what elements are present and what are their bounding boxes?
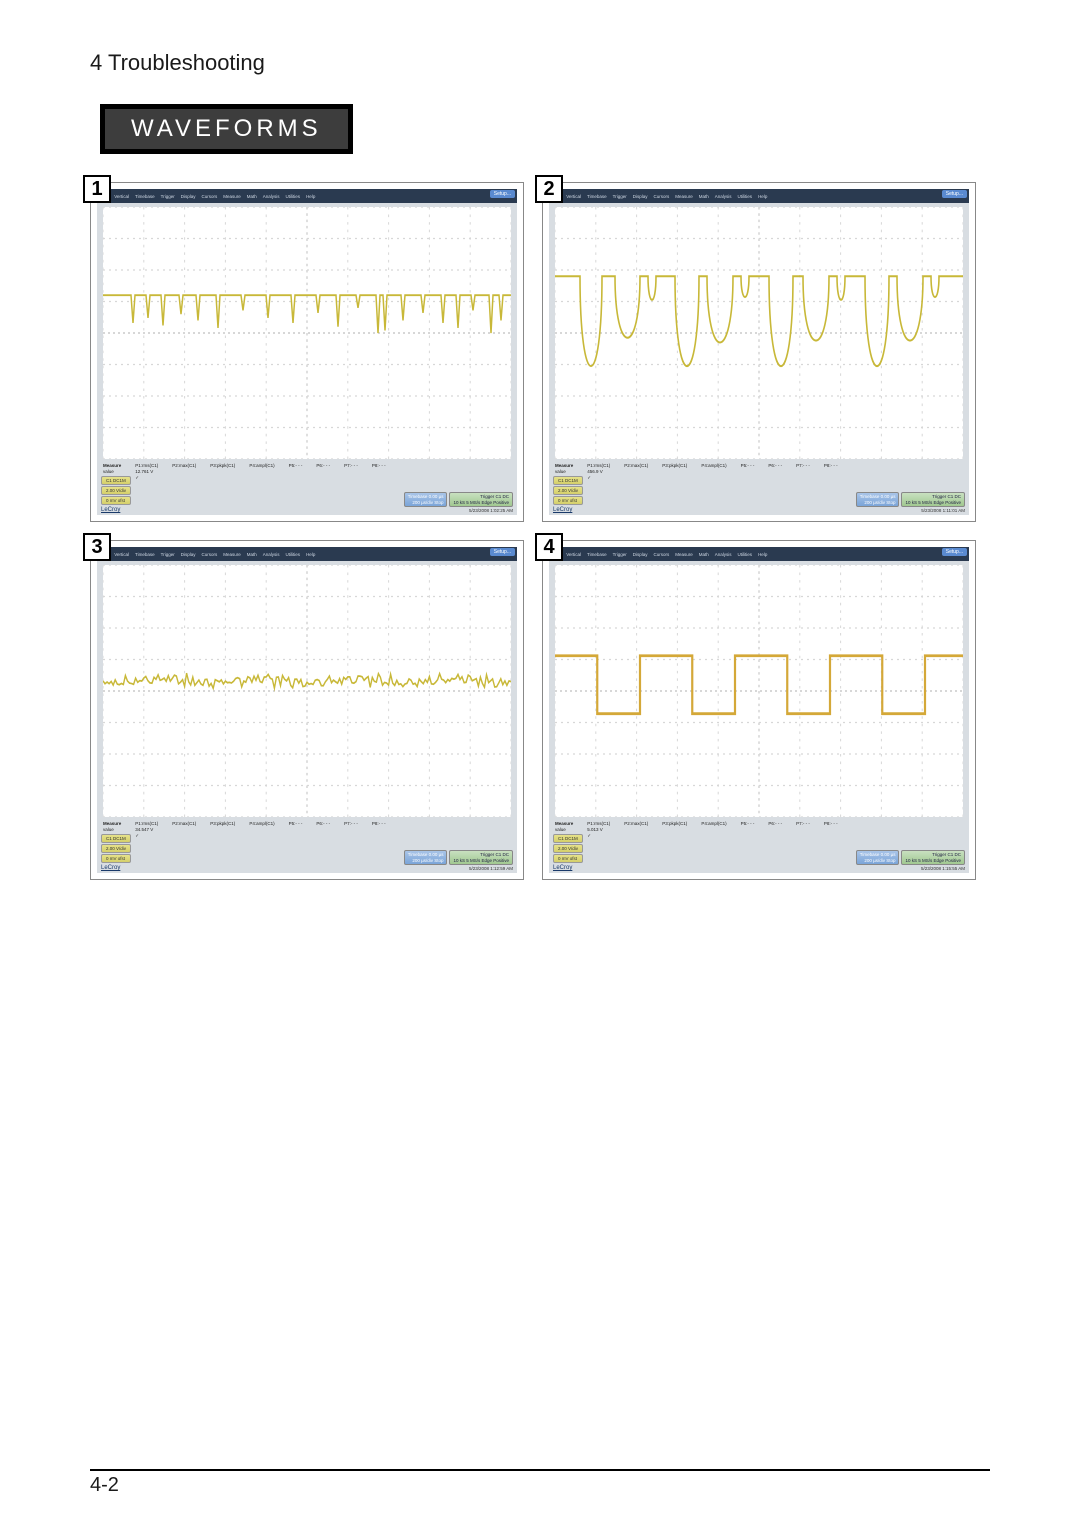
oscilloscope-screenshot: FileVerticalTimebaseTriggerDisplayCursor…: [549, 547, 969, 873]
scope-plot: [555, 207, 963, 459]
oscilloscope-screenshot: FileVerticalTimebaseTriggerDisplayCursor…: [97, 547, 517, 873]
measure-row: Measurevaluestatus P1:rms(C1)34.547 V✓P2…: [97, 819, 517, 843]
timestamp: 5/23/2008 1:12:59 AM: [404, 866, 513, 871]
channel-badge: C1 DC1M2.00 V/div0 mV ofst: [553, 834, 583, 863]
scope-footer: C1 DC1M2.00 V/div0 mV ofst LeCroy Timeba…: [549, 485, 969, 515]
panel-badge: 2: [535, 175, 563, 203]
channel-badge: C1 DC1M2.00 V/div0 mV ofst: [101, 834, 131, 863]
measure-row: Measurevaluestatus P1:rms(C1)12.761 V✓P2…: [97, 461, 517, 485]
waveform-panel-2: 2 FileVerticalTimebaseTriggerDisplayCurs…: [542, 182, 976, 522]
oscilloscope-screenshot: FileVerticalTimebaseTriggerDisplayCursor…: [97, 189, 517, 515]
waveform-panel-1: 1 FileVerticalTimebaseTriggerDisplayCurs…: [90, 182, 524, 522]
measure-row: Measurevaluestatus P1:rms(C1)456.9 V✓P2:…: [549, 461, 969, 485]
scope-plot: [103, 207, 511, 459]
page-header: 4 Troubleshooting: [90, 50, 990, 76]
timebase-badge: Timebase 0.00 µs200 µs/div Stop: [856, 492, 900, 507]
trigger-badge: Trigger C1 DC10 kS 5 MS/s Edge Positive: [901, 492, 965, 507]
scope-menubar: FileVerticalTimebaseTriggerDisplayCursor…: [549, 547, 969, 561]
scope-plot: [555, 565, 963, 817]
timestamp: 5/23/2008 1:11:01 AM: [856, 508, 965, 513]
panel-badge: 4: [535, 533, 563, 561]
setup-button: Setup...: [490, 190, 515, 198]
measure-row: Measurevaluestatus P1:rms(C1)5.013 V✓P2:…: [549, 819, 969, 843]
timebase-badge: Timebase 0.00 µs200 µs/div Stop: [404, 850, 448, 865]
waveform-panel-4: 4 FileVerticalTimebaseTriggerDisplayCurs…: [542, 540, 976, 880]
lecroy-logo: LeCroy: [101, 865, 131, 871]
scope-menubar: FileVerticalTimebaseTriggerDisplayCursor…: [97, 189, 517, 203]
scope-footer: C1 DC1M2.00 V/div0 mV ofst LeCroy Timeba…: [97, 843, 517, 873]
setup-button: Setup...: [942, 548, 967, 556]
section-title-block: WAVEFORMS: [100, 104, 353, 154]
scope-footer: C1 DC1M2.00 V/div0 mV ofst LeCroy Timeba…: [549, 843, 969, 873]
trigger-badge: Trigger C1 DC10 kS 5 MS/s Edge Positive: [449, 850, 513, 865]
lecroy-logo: LeCroy: [101, 507, 131, 513]
lecroy-logo: LeCroy: [553, 865, 583, 871]
panel-badge: 1: [83, 175, 111, 203]
panel-badge: 3: [83, 533, 111, 561]
trigger-badge: Trigger C1 DC10 kS 5 MS/s Edge Positive: [449, 492, 513, 507]
trigger-badge: Trigger C1 DC10 kS 5 MS/s Edge Positive: [901, 850, 965, 865]
timebase-badge: Timebase 0.00 µs200 µs/div Stop: [856, 850, 900, 865]
timestamp: 5/23/2008 1:15:55 AM: [856, 866, 965, 871]
scope-menubar: FileVerticalTimebaseTriggerDisplayCursor…: [97, 547, 517, 561]
lecroy-logo: LeCroy: [553, 507, 583, 513]
channel-badge: C1 DC1M2.00 V/div0 mV ofst: [553, 476, 583, 505]
timestamp: 5/23/2008 1:02:25 AM: [404, 508, 513, 513]
footer-rule: [90, 1469, 990, 1471]
scope-menubar: FileVerticalTimebaseTriggerDisplayCursor…: [549, 189, 969, 203]
scope-footer: C1 DC1M2.00 V/div0 mV ofst LeCroy Timeba…: [97, 485, 517, 515]
oscilloscope-screenshot: FileVerticalTimebaseTriggerDisplayCursor…: [549, 189, 969, 515]
section-title: WAVEFORMS: [105, 109, 348, 149]
channel-badge: C1 DC1M2.00 V/div0 mV ofst: [101, 476, 131, 505]
scope-plot: [103, 565, 511, 817]
timebase-badge: Timebase 0.00 µs200 µs/div Stop: [404, 492, 448, 507]
waveform-panel-3: 3 FileVerticalTimebaseTriggerDisplayCurs…: [90, 540, 524, 880]
setup-button: Setup...: [490, 548, 515, 556]
page-number: 4-2: [90, 1474, 119, 1497]
waveform-grid: 1 FileVerticalTimebaseTriggerDisplayCurs…: [90, 182, 990, 880]
setup-button: Setup...: [942, 190, 967, 198]
